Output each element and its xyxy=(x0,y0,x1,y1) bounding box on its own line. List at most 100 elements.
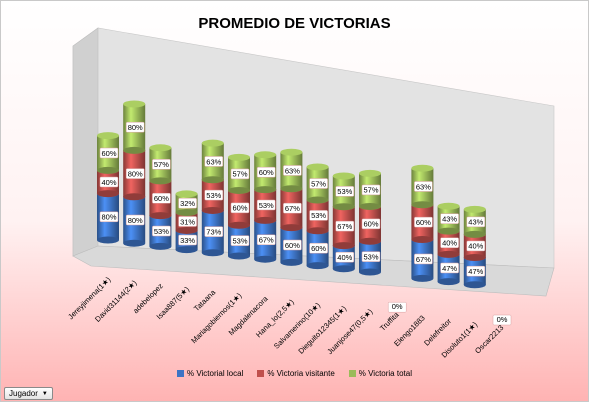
data-label-background xyxy=(256,234,276,246)
bar-bottom-cap xyxy=(228,186,250,194)
bar-bottom-cap xyxy=(306,196,329,204)
data-label: 40% xyxy=(337,253,352,262)
data-label: 63% xyxy=(416,182,431,191)
data-label-background xyxy=(335,186,355,197)
data-label: 57% xyxy=(154,160,169,169)
data-label-background xyxy=(361,184,381,196)
bar-bottom-cap xyxy=(411,274,434,282)
bar-bottom-cap xyxy=(306,227,329,235)
legend-label-total: % Victoria total xyxy=(358,369,412,378)
data-label-background xyxy=(466,216,486,228)
data-label-background xyxy=(283,165,302,176)
data-label: 43% xyxy=(468,218,483,227)
bar-bottom-cap xyxy=(280,258,303,266)
data-label-background xyxy=(99,211,119,223)
legend-swatch-local xyxy=(177,370,184,377)
data-label-background xyxy=(230,202,250,214)
data-label: 60% xyxy=(101,149,116,158)
data-label-background xyxy=(335,251,355,263)
bar-bottom-cap xyxy=(228,221,250,229)
bar-bottom-cap xyxy=(332,265,355,273)
bar-bottom-cap xyxy=(149,212,172,220)
category-label: Oscar2213 xyxy=(473,323,505,355)
legend-item-visitante: % Victoria visitante xyxy=(257,369,335,378)
bar-bottom-cap xyxy=(411,236,434,244)
data-label-background xyxy=(440,262,459,274)
data-label-background xyxy=(492,314,512,326)
data-label: 53% xyxy=(206,191,221,200)
data-label-background xyxy=(361,218,381,230)
bar-bottom-cap xyxy=(254,255,277,263)
bar-bottom-cap xyxy=(201,206,224,214)
data-label-background xyxy=(125,214,145,226)
bar-top-cap xyxy=(463,205,486,213)
data-label-background xyxy=(230,168,250,180)
data-label-background xyxy=(178,234,197,246)
bar-bottom-cap xyxy=(97,190,119,198)
bar-segment-total xyxy=(149,144,172,185)
data-label: 47% xyxy=(442,264,457,273)
bar-top-cap xyxy=(228,153,250,161)
bar-top-cap xyxy=(149,144,172,152)
bar-bottom-cap xyxy=(123,146,146,154)
data-label: 53% xyxy=(363,252,378,261)
bar-bottom-cap xyxy=(411,201,434,209)
bar-bottom-cap xyxy=(463,230,486,238)
data-label: 32% xyxy=(180,199,195,208)
data-label: 80% xyxy=(128,123,143,132)
legend-swatch-visitante xyxy=(257,370,265,377)
bar-top-cap xyxy=(437,202,460,210)
legend-swatch-total xyxy=(348,370,356,377)
data-label-background xyxy=(256,199,276,211)
bar-bottom-cap xyxy=(463,254,486,262)
data-label: 40% xyxy=(468,242,483,251)
bar-bottom-cap xyxy=(359,268,381,276)
data-label: 31% xyxy=(180,217,195,226)
legend-item-local: % Victorial local xyxy=(177,369,243,378)
data-label: 43% xyxy=(442,214,457,223)
bar-top-cap xyxy=(280,148,303,156)
data-label: 40% xyxy=(101,178,116,187)
data-label-background xyxy=(309,178,328,189)
bar-bottom-cap xyxy=(149,177,172,185)
bar-bottom-cap xyxy=(175,226,198,234)
bar-top-cap xyxy=(411,164,434,172)
data-label: 60% xyxy=(285,241,300,250)
data-label-background xyxy=(309,242,328,254)
data-label-background xyxy=(152,193,171,204)
data-label: 57% xyxy=(311,179,326,188)
data-label: 60% xyxy=(259,168,274,177)
data-label-background xyxy=(440,237,459,248)
bar-bottom-cap xyxy=(359,202,381,210)
data-label-background xyxy=(335,220,355,232)
data-label: 60% xyxy=(416,218,431,227)
jugador-filter-button[interactable]: Jugador ▼ xyxy=(4,387,53,400)
jugador-filter-label: Jugador xyxy=(9,389,38,398)
data-label: 80% xyxy=(128,216,143,225)
data-label: 63% xyxy=(285,166,300,175)
data-label: 67% xyxy=(259,236,274,245)
data-label: 33% xyxy=(180,236,195,245)
bar-top-cap xyxy=(201,139,224,147)
bar-bottom-cap xyxy=(280,224,303,232)
data-label-background xyxy=(414,253,433,265)
category-label: Truffita xyxy=(378,310,401,333)
bar-top-cap xyxy=(175,190,198,198)
data-label: 57% xyxy=(363,186,378,195)
bar-bottom-cap xyxy=(201,176,224,184)
bar-bottom-cap xyxy=(332,203,355,211)
data-label-background xyxy=(204,226,224,237)
data-label-background xyxy=(256,166,276,178)
bar-bottom-cap xyxy=(359,237,381,245)
chart-legend: % Victorial local % Victoria visitante %… xyxy=(1,369,588,378)
data-label: 80% xyxy=(128,169,143,178)
data-label-background xyxy=(466,265,486,277)
chart-floor xyxy=(72,245,555,297)
bar-bottom-cap xyxy=(201,249,224,257)
bar-bottom-cap xyxy=(332,242,355,250)
bar-top-cap xyxy=(306,163,329,171)
data-label: 57% xyxy=(232,170,247,179)
chart-title: PROMEDIO DE VICTORIAS xyxy=(198,15,391,32)
data-label: 47% xyxy=(468,267,483,276)
data-label-background xyxy=(204,156,224,167)
